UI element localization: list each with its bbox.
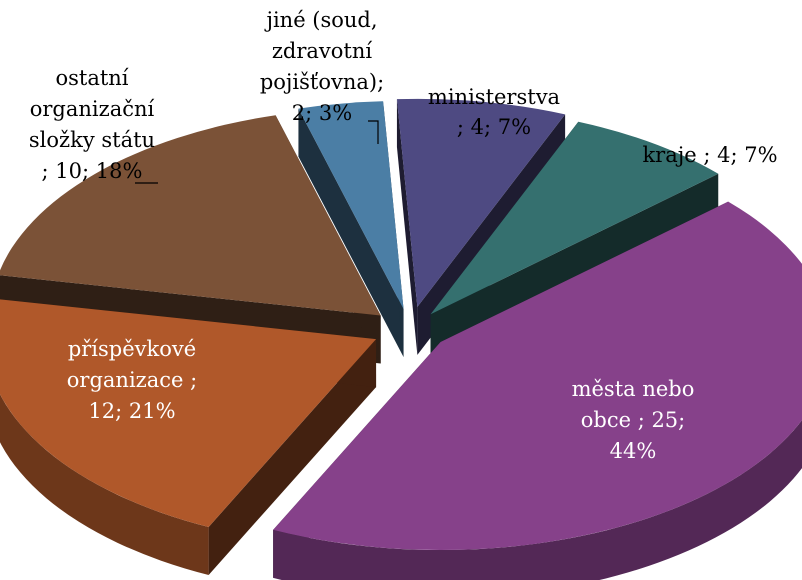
slice-outer-wall xyxy=(0,394,209,575)
data-label: kraje ; 4; 7% xyxy=(642,143,777,167)
slice-radial-wall xyxy=(396,99,418,355)
data-label: příspěvkové organizace ; 12; 21% xyxy=(67,337,197,423)
data-label: jiné (soud, zdravotní pojišťovna); 2; 3% xyxy=(260,8,384,125)
pie-labels: ministerstva ; 4; 7% kraje ; 4; 7% města ne… xyxy=(29,8,778,463)
data-label-line: města nebo xyxy=(572,377,695,401)
data-label-line: zdravotní xyxy=(272,39,373,63)
data-label-line: kraje ; 4; 7% xyxy=(642,143,777,167)
pie-slice-kraje xyxy=(430,121,719,315)
pie-slice-ministerstva xyxy=(396,98,566,307)
pie-slice-tops xyxy=(0,98,802,551)
data-label-line: 44% xyxy=(610,439,657,463)
data-label-line: organizační xyxy=(30,97,155,121)
data-label-line: jiné (soud, xyxy=(263,8,377,32)
data-label-line: ostatní xyxy=(55,66,128,90)
data-label-line: příspěvkové xyxy=(68,337,196,361)
data-label-line: 2; 3% xyxy=(292,101,352,125)
data-label-line: pojišťovna); xyxy=(260,70,384,94)
label-leader-line xyxy=(368,120,379,144)
data-label: ostatní organizační složky státu ; 10; 18% xyxy=(29,66,155,183)
slice-radial-wall xyxy=(208,339,377,575)
slice-radial-wall xyxy=(298,108,404,357)
slice-outer-wall xyxy=(273,420,802,580)
pie-slice-ostatn-organiza-n-slo-ky-st-tu xyxy=(0,115,381,316)
data-label-line: organizace ; xyxy=(67,368,197,392)
pie-slice-m-sta-nebo-obce xyxy=(273,201,802,551)
data-label-line: ; 10; 18% xyxy=(42,159,143,183)
pie-slice-p-sp-vkov-organizace xyxy=(0,299,377,527)
data-label: města nebo obce ; 25; 44% xyxy=(572,377,695,463)
data-label: ministerstva ; 4; 7% xyxy=(428,85,560,139)
data-label-line: 12; 21% xyxy=(88,399,175,423)
data-label-line: ministerstva xyxy=(428,85,560,109)
data-label-line: ; 4; 7% xyxy=(457,115,531,139)
data-label-line: obce ; 25; xyxy=(581,408,686,432)
pie-slice-jin-soud-zdravotn-poji-ovna- xyxy=(298,101,404,309)
data-label-line: složky státu xyxy=(29,128,155,152)
